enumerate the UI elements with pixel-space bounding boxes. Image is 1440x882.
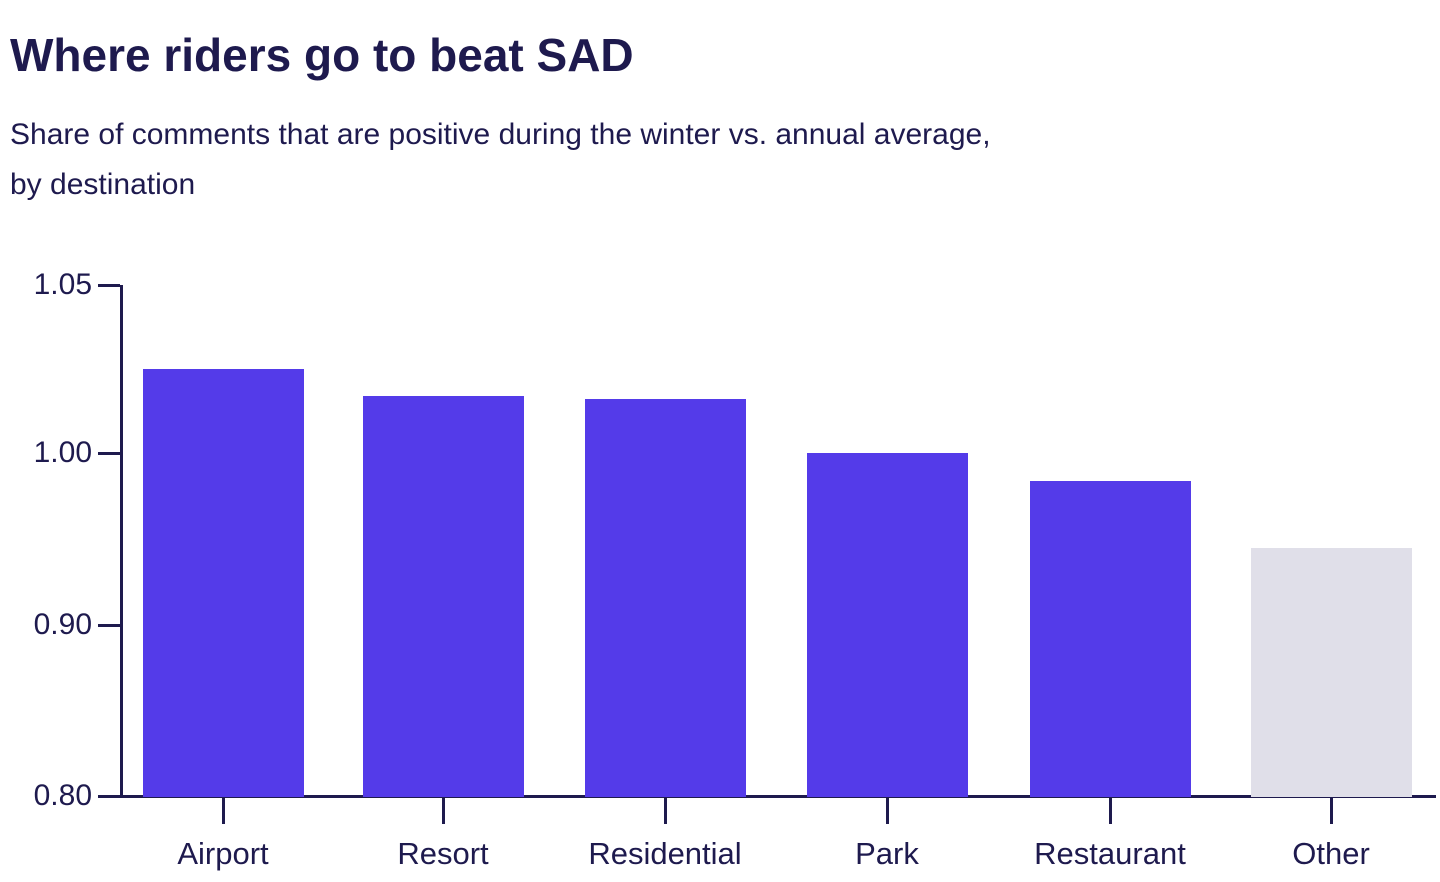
x-label-residential: Residential <box>588 836 742 871</box>
bar-residential <box>584 399 746 797</box>
bar-resort <box>362 395 524 797</box>
bar-restaurant <box>1029 480 1191 797</box>
x-label-resort: Resort <box>397 836 489 871</box>
x-axis-line <box>120 795 1436 798</box>
bar-other <box>1250 547 1412 797</box>
y-axis-line <box>120 285 123 798</box>
y-tick-0.90 <box>98 624 120 627</box>
y-tick-1.05 <box>98 284 120 287</box>
chart-title: Where riders go to beat SAD <box>10 29 634 81</box>
x-tick-park <box>886 798 889 824</box>
y-tick-label-0.90: 0.90 <box>33 608 92 641</box>
y-tick-label-1.05: 1.05 <box>33 268 92 301</box>
y-tick-label-0.80: 0.80 <box>33 779 92 812</box>
x-label-airport: Airport <box>177 836 269 871</box>
y-tick-label-1.00: 1.00 <box>33 436 92 469</box>
x-tick-airport <box>222 798 225 824</box>
x-tick-restaurant <box>1109 798 1112 824</box>
x-label-park: Park <box>855 836 919 871</box>
chart-subtitle: Share of comments that are positive duri… <box>10 118 991 201</box>
x-label-restaurant: Restaurant <box>1034 836 1186 871</box>
x-tick-other <box>1330 798 1333 824</box>
y-tick-0.80 <box>98 795 120 798</box>
bar-park <box>806 453 968 797</box>
x-tick-residential <box>664 798 667 824</box>
x-tick-resort <box>442 798 445 824</box>
y-tick-1.00 <box>98 452 120 455</box>
x-label-other: Other <box>1292 836 1370 871</box>
bar-airport <box>142 369 304 797</box>
